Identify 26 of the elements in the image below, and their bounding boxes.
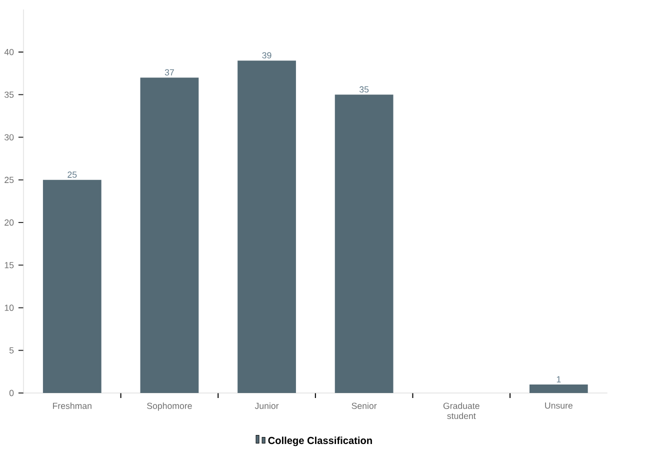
- y-tick-label: 5: [9, 347, 14, 354]
- x-tick-label: Junior: [254, 402, 279, 410]
- y-tick-label: 40: [4, 49, 14, 56]
- data-label: 37: [164, 69, 174, 76]
- y-tick-label: 25: [4, 176, 14, 184]
- data-label: 35: [360, 86, 369, 93]
- legend-label: College Classification: [268, 436, 372, 446]
- y-tick-label: 10: [4, 304, 14, 311]
- data-label: 39: [262, 52, 272, 58]
- y-tick-label: 20: [4, 219, 14, 226]
- y-tick-label: 0: [9, 390, 14, 396]
- bar: [530, 384, 588, 394]
- bar: [334, 94, 394, 394]
- bar: [42, 180, 102, 394]
- y-tick-label: 15: [4, 262, 14, 268]
- data-label: 25: [68, 172, 77, 178]
- y-tick-label: 35: [4, 92, 14, 98]
- x-tick-label: Graduate student: [443, 402, 480, 420]
- y-tick-label: 30: [4, 134, 14, 140]
- x-tick-label: Senior: [352, 402, 377, 410]
- bar: [238, 60, 296, 394]
- data-label: 1: [556, 376, 561, 382]
- x-tick-label: Unsure: [545, 402, 572, 409]
- x-tick-label: Freshman: [53, 402, 92, 410]
- x-tick-label: Sophomore: [147, 402, 192, 411]
- bar: [140, 78, 199, 394]
